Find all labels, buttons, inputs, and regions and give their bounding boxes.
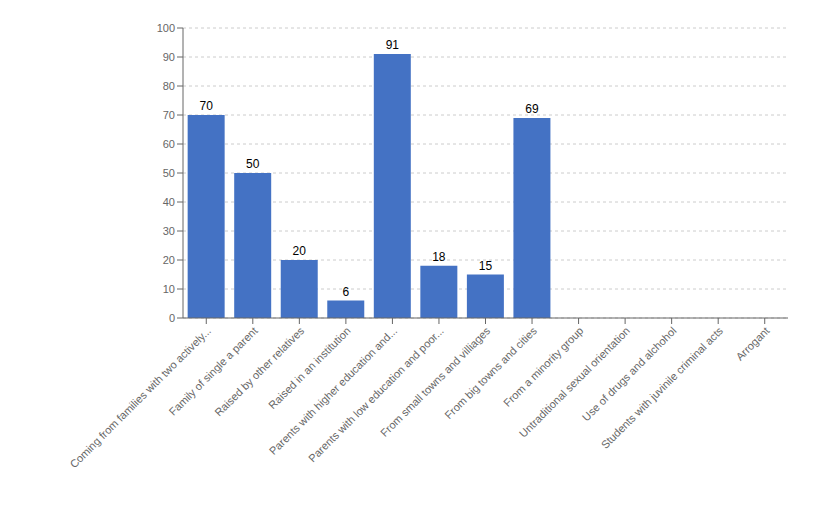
svg-text:Coming from families with two: Coming from families with two actively..… (67, 324, 214, 471)
svg-text:From big towns and cities: From big towns and cities (442, 324, 539, 421)
svg-text:Family of single a parent: Family of single a parent (167, 324, 260, 417)
svg-text:Raised by other relatives: Raised by other relatives (212, 324, 306, 418)
svg-text:From small towns and villiages: From small towns and villiages (378, 324, 493, 439)
svg-text:Parents with low education and: Parents with low education and poor... (306, 324, 446, 465)
svg-text:40: 40 (163, 196, 175, 208)
svg-text:6: 6 (342, 285, 349, 299)
svg-text:50: 50 (246, 157, 260, 171)
svg-text:Students with juvinile crimina: Students with juvinile criminal acts (599, 324, 726, 451)
svg-text:60: 60 (163, 138, 175, 150)
svg-text:Use of drugs and alchohol: Use of drugs and alchohol (580, 324, 679, 423)
svg-text:18: 18 (432, 250, 446, 264)
svg-text:100: 100 (157, 22, 175, 34)
svg-text:20: 20 (163, 254, 175, 266)
svg-text:50: 50 (163, 167, 175, 179)
svg-text:Raised in an institution: Raised in an institution (266, 324, 353, 411)
svg-text:From a minority group: From a minority group (501, 324, 586, 409)
svg-text:0: 0 (169, 312, 175, 324)
svg-text:69: 69 (525, 102, 539, 116)
svg-text:10: 10 (163, 283, 175, 295)
svg-text:70: 70 (163, 109, 175, 121)
svg-text:30: 30 (163, 225, 175, 237)
svg-text:Parents with higher education: Parents with higher education and... (266, 324, 400, 457)
svg-text:90: 90 (163, 51, 175, 63)
svg-text:20: 20 (293, 244, 307, 258)
svg-text:70: 70 (199, 99, 213, 113)
svg-text:91: 91 (386, 38, 400, 52)
svg-text:Untraditional sexual orientati: Untraditional sexual orientation (516, 324, 633, 440)
svg-text:80: 80 (163, 80, 175, 92)
svg-text:Arrogant: Arrogant (733, 324, 771, 362)
svg-text:15: 15 (479, 259, 493, 273)
